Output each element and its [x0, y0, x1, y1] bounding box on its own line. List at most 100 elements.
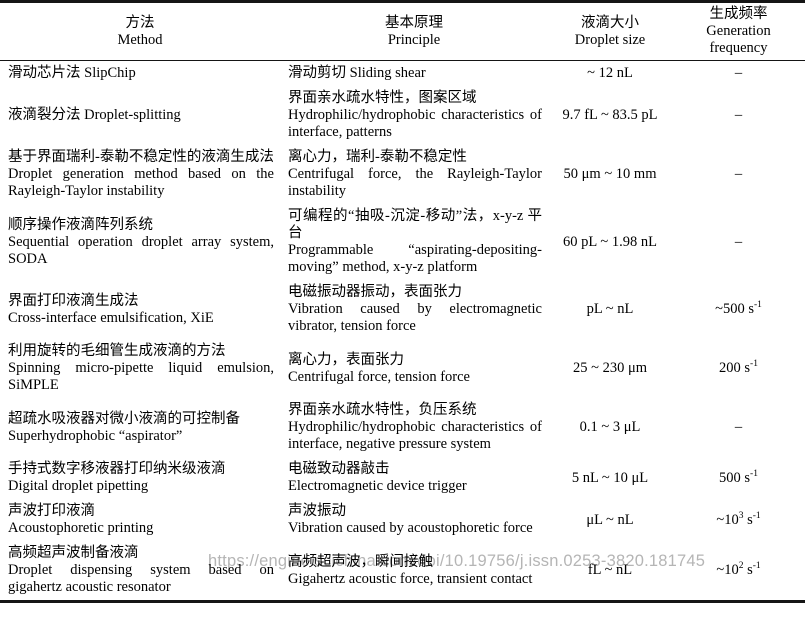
principle-zh: 电磁振动器振动，表面张力: [288, 284, 462, 300]
method-zh: 超疏水吸液器对微小液滴的可控制备: [8, 410, 240, 427]
header-row: 方法 Method 基本原理 Principle 液滴大小 Droplet si…: [0, 1, 805, 61]
method-en: Cross-interface emulsification, XiE: [8, 309, 214, 326]
principle-cell: 声波振动 Vibration caused by acoustophoretic…: [280, 499, 548, 541]
table-row: 滑动芯片法 SlipChip 滑动剪切 Sliding shear ~ 12 n…: [0, 61, 805, 87]
table-row: 利用旋转的毛细管生成液滴的方法 Spinning micro-pipette l…: [0, 339, 805, 398]
principle-zh: 界面亲水疏水特性，负压系统: [288, 402, 477, 418]
principle-cell: 界面亲水疏水特性，图案区域 Hydrophilic/hydrophobic ch…: [280, 86, 548, 145]
method-cell: 声波打印液滴 Acoustophoretic printing: [0, 499, 280, 541]
method-zh: 手持式数字移液器打印纳米级液滴: [8, 461, 226, 477]
droplet-size-cell: ~ 12 nL: [587, 65, 633, 81]
col-header-droplet-size-en: Droplet size: [574, 31, 646, 48]
watermark-url: https://engine.scichina.com/doi/10.19756…: [208, 552, 706, 570]
droplet-size-cell: μL ~ nL: [586, 511, 634, 528]
col-header-principle-en: Principle: [387, 31, 441, 48]
col-header-frequency-zh: 生成频率: [709, 6, 768, 22]
principle-zh: 滑动剪切 Sliding shear: [288, 65, 426, 81]
col-header-principle-zh: 基本原理: [385, 14, 443, 31]
frequency-cell: –: [734, 233, 743, 250]
table-row: 声波打印液滴 Acoustophoretic printing 声波振动 Vib…: [0, 499, 805, 541]
droplet-size-cell: 0.1 ~ 3 μL: [579, 419, 641, 435]
table-row: 基于界面瑞利-泰勒不稳定性的液滴生成法 Droplet generation m…: [0, 145, 805, 204]
principle-cell: 离心力，表面张力 Centrifugal force, tension forc…: [280, 339, 548, 398]
principle-zh: 离心力，瑞利-泰勒不稳定性: [288, 149, 467, 165]
frequency-cell: ~500 s-1: [715, 300, 762, 317]
principle-zh: 高频超声波，瞬间接触: [288, 553, 433, 570]
col-header-droplet-size: 液滴大小 Droplet size: [548, 1, 672, 61]
methods-comparison-table: 方法 Method 基本原理 Principle 液滴大小 Droplet si…: [0, 0, 805, 603]
col-header-frequency: 生成频率 Generation frequency: [672, 1, 805, 61]
principle-zh: 离心力，表面张力: [288, 351, 404, 368]
principle-cell: 滑动剪切 Sliding shear: [280, 61, 548, 87]
method-cell: 超疏水吸液器对微小液滴的可控制备 Superhydrophobic “aspir…: [0, 398, 280, 457]
col-header-method: 方法 Method: [0, 1, 280, 61]
principle-cell: 可编程的“抽吸-沉淀-移动”法，x-y-z 平台 Programmable “a…: [280, 204, 548, 280]
frequency-cell: –: [734, 166, 743, 182]
frequency-cell: 200 s-1: [719, 359, 758, 376]
method-cell: 利用旋转的毛细管生成液滴的方法 Spinning micro-pipette l…: [0, 339, 280, 398]
method-zh: 声波打印液滴: [8, 503, 95, 519]
droplet-size-cell: pL ~ nL: [586, 301, 634, 317]
droplet-size-cell: fL ~ nL: [587, 562, 633, 578]
method-cell: 手持式数字移液器打印纳米级液滴 Digital droplet pipettin…: [0, 457, 280, 499]
method-zh: 滑动芯片法 SlipChip: [8, 65, 136, 81]
method-zh: 界面打印液滴生成法: [8, 292, 139, 309]
frequency-cell: ~102 s-1: [716, 561, 761, 578]
frequency-cell: 500 s-1: [719, 468, 758, 486]
principle-zh: 电磁致动器敲击: [288, 461, 390, 477]
principle-en: Vibration caused by electromagnetic vibr…: [288, 301, 542, 334]
method-en: Spinning micro-pipette liquid emulsion, …: [8, 360, 274, 393]
principle-zh: 声波振动: [288, 503, 346, 519]
principle-en: Hydrophilic/hydrophobic characteristics …: [288, 107, 542, 140]
principle-cell: 高频超声波，瞬间接触 Gigahertz acoustic force, tra…: [280, 541, 548, 602]
method-en: Sequential operation droplet array syste…: [8, 233, 274, 267]
method-zh: 高频超声波制备液滴: [8, 545, 139, 561]
principle-en: Programmable “aspirating-depositing-movi…: [288, 242, 542, 275]
method-en: Digital droplet pipetting: [8, 478, 149, 494]
method-zh: 利用旋转的毛细管生成液滴的方法: [8, 343, 226, 359]
method-cell: 基于界面瑞利-泰勒不稳定性的液滴生成法 Droplet generation m…: [0, 145, 280, 204]
frequency-cell: ~103 s-1: [716, 510, 761, 528]
table-row: 界面打印液滴生成法 Cross-interface emulsification…: [0, 280, 805, 339]
frequency-cell: –: [734, 65, 743, 81]
principle-cell: 离心力，瑞利-泰勒不稳定性 Centrifugal force, the Ray…: [280, 145, 548, 204]
method-cell: 液滴裂分法 Droplet-splitting: [0, 86, 280, 145]
principle-en: Electromagnetic device trigger: [288, 478, 467, 494]
method-en: Droplet generation method based on the R…: [8, 166, 274, 199]
col-header-method-zh: 方法: [125, 14, 155, 31]
frequency-cell: –: [734, 419, 743, 435]
principle-en: Gigahertz acoustic force, transient cont…: [288, 570, 533, 587]
droplet-size-cell: 9.7 fL ~ 83.5 pL: [562, 107, 658, 123]
method-en: Superhydrophobic “aspirator”: [8, 427, 183, 444]
droplet-size-cell: 25 ~ 230 μm: [572, 360, 648, 376]
droplet-size-cell: 60 pL ~ 1.98 nL: [563, 233, 657, 250]
table-header: 方法 Method 基本原理 Principle 液滴大小 Droplet si…: [0, 1, 805, 61]
droplet-size-cell: 5 nL ~ 10 μL: [571, 469, 649, 486]
method-cell: 界面打印液滴生成法 Cross-interface emulsification…: [0, 280, 280, 339]
method-zh: 基于界面瑞利-泰勒不稳定性的液滴生成法: [8, 149, 274, 165]
col-header-method-en: Method: [117, 31, 163, 48]
principle-cell: 电磁致动器敲击 Electromagnetic device trigger: [280, 457, 548, 499]
principle-cell: 电磁振动器振动，表面张力 Vibration caused by electro…: [280, 280, 548, 339]
method-cell: 顺序操作液滴阵列系统 Sequential operation droplet …: [0, 204, 280, 280]
principle-cell: 界面亲水疏水特性，负压系统 Hydrophilic/hydrophobic ch…: [280, 398, 548, 457]
table-row: 手持式数字移液器打印纳米级液滴 Digital droplet pipettin…: [0, 457, 805, 499]
principle-zh: 可编程的“抽吸-沉淀-移动”法，x-y-z 平台: [288, 208, 542, 241]
method-cell: 滑动芯片法 SlipChip: [0, 61, 280, 87]
method-en: Droplet dispensing system based on gigah…: [8, 562, 274, 595]
table-row: 顺序操作液滴阵列系统 Sequential operation droplet …: [0, 204, 805, 280]
principle-zh: 界面亲水疏水特性，图案区域: [288, 90, 477, 106]
method-zh: 顺序操作液滴阵列系统: [8, 216, 153, 233]
method-en: Acoustophoretic printing: [8, 520, 154, 536]
principle-en: Centrifugal force, the Rayleigh-Taylor i…: [288, 166, 542, 199]
table-row: 超疏水吸液器对微小液滴的可控制备 Superhydrophobic “aspir…: [0, 398, 805, 457]
col-header-frequency-en: Generation frequency: [706, 23, 771, 56]
method-zh: 液滴裂分法 Droplet-splitting: [8, 107, 181, 123]
col-header-principle: 基本原理 Principle: [280, 1, 548, 61]
table-row: 液滴裂分法 Droplet-splitting 界面亲水疏水特性，图案区域 Hy…: [0, 86, 805, 145]
table-body: 滑动芯片法 SlipChip 滑动剪切 Sliding shear ~ 12 n…: [0, 61, 805, 602]
principle-en: Hydrophilic/hydrophobic characteristics …: [288, 419, 542, 452]
principle-en: Centrifugal force, tension force: [288, 368, 470, 385]
droplet-size-cell: 50 μm ~ 10 mm: [563, 166, 657, 182]
col-header-droplet-size-zh: 液滴大小: [581, 14, 639, 31]
